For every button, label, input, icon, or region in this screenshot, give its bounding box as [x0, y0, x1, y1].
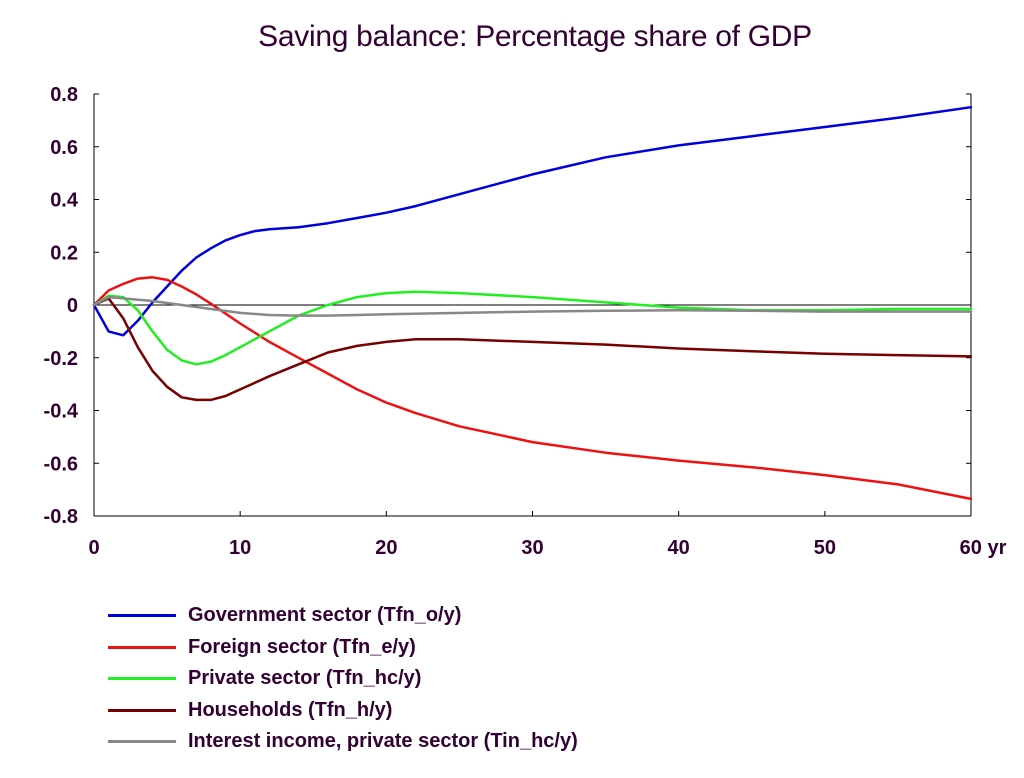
legend-swatch: [108, 645, 176, 649]
legend-swatch: [108, 614, 176, 618]
legend-label: Households (Tfn_h/y): [188, 698, 393, 721]
legend-label: Interest income, private sector (Tin_hc/…: [188, 730, 578, 753]
x-tick-label: 20: [375, 537, 397, 559]
legend-item: Private sector (Tfn_hc/y): [108, 663, 578, 695]
series-line-2: [92, 276, 973, 501]
x-tick-label: 0: [88, 537, 99, 559]
line-chart: 0.8 0.6 0.4 0.2 0 -0.2 -0.4 -0.6 -0.8 0 10 20 30 40 50…: [44, 84, 1007, 559]
y-tick-label: 0.6: [50, 137, 78, 159]
legend-item: Interest income, private sector (Tin_hc/…: [108, 726, 578, 758]
x-tick-label: 10: [229, 537, 251, 559]
legend-swatch: [108, 708, 176, 712]
y-tick-label: 0.8: [50, 84, 78, 106]
series-line-1: [92, 105, 973, 337]
x-tick-label: 50: [814, 537, 836, 559]
y-tick-label: -0.8: [44, 506, 78, 528]
x-tick-label: 40: [668, 537, 690, 559]
y-tick-label: 0: [67, 295, 78, 317]
tick-labels: 0.8 0.6 0.4 0.2 0 -0.2 -0.4 -0.6 -0.8 0 10 20 30 40 50…: [44, 84, 1007, 559]
legend-swatch: [108, 740, 176, 744]
legend-item: Households (Tfn_h/y): [108, 695, 578, 727]
y-tick-label: 0.4: [50, 190, 79, 212]
series-line-4: [92, 297, 973, 402]
legend: Government sector (Tfn_o/y) Foreign secto…: [108, 600, 578, 758]
legend-item: Government sector (Tfn_o/y): [108, 600, 578, 632]
y-tick-label: 0.2: [50, 242, 78, 264]
axes: [93, 93, 972, 517]
x-tick-label: 60 yr: [960, 537, 1007, 559]
y-tick-label: -0.6: [44, 453, 78, 475]
y-tick-label: -0.2: [44, 348, 78, 370]
legend-label: Private sector (Tfn_hc/y): [188, 667, 422, 690]
legend-label: Foreign sector (Tfn_e/y): [188, 635, 416, 658]
legend-swatch: [108, 677, 176, 681]
legend-label: Government sector (Tfn_o/y): [188, 604, 462, 627]
x-tick-label: 30: [521, 537, 543, 559]
series-lines: [92, 105, 973, 501]
y-tick-label: -0.4: [44, 401, 79, 423]
series-line-5: [92, 295, 973, 317]
legend-item: Foreign sector (Tfn_e/y): [108, 632, 578, 664]
chart-title: Saving balance: Percentage share of GDP: [258, 20, 812, 53]
